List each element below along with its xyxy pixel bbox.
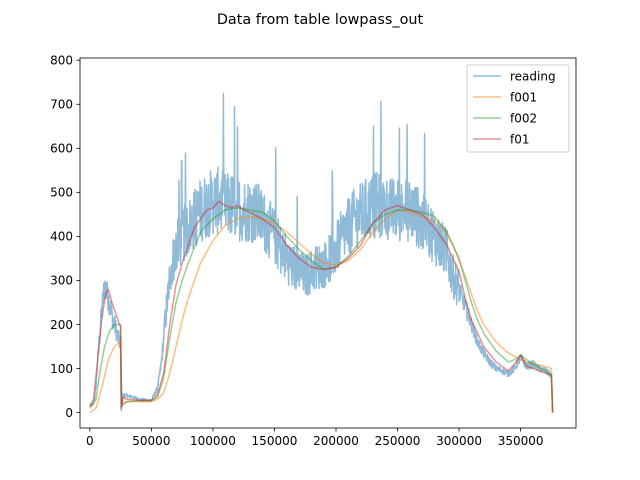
legend-label-f001: f001 — [510, 90, 537, 104]
y-tick-label: 600 — [50, 142, 73, 156]
y-tick-label: 300 — [50, 274, 73, 288]
x-tick-label: 200000 — [313, 434, 359, 448]
series-layer — [89, 92, 554, 414]
legend: reading f001 f002 f01 — [466, 64, 570, 153]
y-tick-label: 200 — [50, 318, 73, 332]
x-tick-label: 100000 — [190, 434, 236, 448]
x-tick-label: 250000 — [375, 434, 421, 448]
plot-frame — [79, 57, 577, 429]
x-tick-label: 300000 — [436, 434, 482, 448]
x-tick-label: 150000 — [252, 434, 298, 448]
x-axis: 0 50000 100000 150000 200000 250000 300000 3500… — [86, 428, 544, 448]
series-line-reading — [89, 92, 554, 412]
series-line-f002 — [89, 207, 554, 413]
y-tick-label: 500 — [50, 186, 73, 200]
legend-label-f002: f002 — [510, 111, 537, 125]
legend-box — [466, 64, 570, 153]
series-line-f01 — [89, 200, 554, 413]
y-tick-label: 100 — [50, 362, 73, 376]
legend-label-f01: f01 — [510, 132, 530, 146]
y-tick-label: 800 — [50, 54, 73, 68]
y-tick-label: 700 — [50, 98, 73, 112]
y-tick-label: 0 — [65, 406, 73, 420]
x-tick-label: 0 — [86, 434, 94, 448]
x-tick-label: 50000 — [132, 434, 170, 448]
chart-title: Data from table lowpass_out — [217, 12, 424, 28]
y-tick-label: 400 — [50, 230, 73, 244]
y-axis: 0 100 200 300 400 500 600 700 800 — [50, 54, 80, 420]
legend-label-reading: reading — [510, 69, 556, 83]
x-tick-label: 350000 — [498, 434, 544, 448]
